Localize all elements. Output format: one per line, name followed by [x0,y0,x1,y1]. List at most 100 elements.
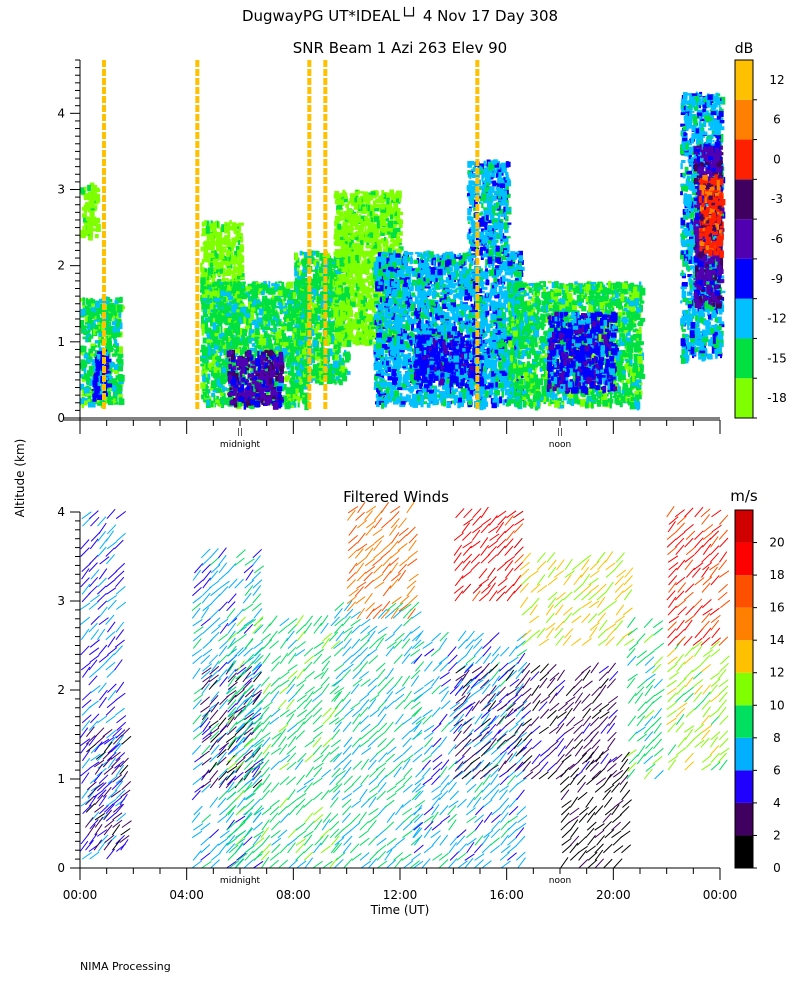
snr-pixel [97,370,100,376]
snr-pixel [251,282,256,286]
snr-pixel [266,395,271,401]
snr-pixel [264,295,268,304]
snr-pixel [344,315,350,318]
snr-pixel [227,280,232,284]
snr-pixel [209,336,214,342]
snr-pixel [312,299,315,303]
snr-pixel [339,374,343,378]
snr-pixel [217,279,222,283]
snr-pixel [94,312,100,320]
snr-pixel [258,387,265,394]
snr-pixel [345,203,349,208]
snr-pixel [263,281,267,285]
snr-pixel [272,335,277,341]
snr-pixel [234,401,238,408]
snr-pixel [380,207,387,213]
snr-pixel [472,377,476,386]
snr-pixel [334,191,340,195]
snr-pixel [297,400,300,408]
snr-pixel [341,304,346,311]
snr-pixel [209,297,213,301]
snr-pixel [225,337,229,345]
snr-pixel [371,191,376,196]
snr-pixel [248,373,255,378]
snr-pixel [205,395,210,399]
snr-pixel [116,319,120,328]
snr-pixel [219,397,223,405]
snr-pixel [456,309,459,317]
snr-pixel [325,335,330,343]
snr-pixel [294,277,301,284]
snr-pixel [316,323,320,331]
snr-pixel [305,365,308,370]
snr-pixel [259,334,266,342]
snr-pixel [106,313,112,319]
snr-pixel [336,287,342,293]
snr-pixel [351,251,354,260]
snr-pixel [202,356,206,364]
snr-pixel [382,320,386,326]
snr-pixel [393,211,397,217]
snr-pixel [307,336,313,340]
snr-pixel [87,336,91,343]
snr-pixel [213,366,218,373]
snr-pixel [397,232,403,236]
snr-pixel [226,222,231,227]
snr-pixel [375,204,381,208]
snr-pixel [465,388,471,393]
snr-pixel [221,248,227,253]
snr-pixel [259,342,263,350]
snr-pixel [201,294,208,298]
snr-pixel [88,401,94,408]
snr-pixel [212,372,218,375]
snr-pixel [312,364,319,371]
snr-pixel [214,230,217,236]
snr-pixel [360,224,364,232]
snr-pixel [293,328,297,333]
snr-pixel [313,325,316,329]
snr-pixel [242,392,247,398]
snr-pixel [212,274,217,279]
snr-pixel [95,224,101,232]
snr-pixel [333,265,336,269]
snr-pixel [300,370,304,373]
snr-pixel [338,371,341,375]
snr-pixel [80,308,86,316]
snr-pixel [239,383,242,386]
snr-pixel [249,316,255,320]
snr-pixel [254,378,261,384]
snr-pixel [237,275,241,280]
snr-pixel [212,258,218,265]
snr-pixel [236,377,240,382]
snr-pixel [286,366,290,370]
snr-pixel [242,377,245,381]
snr-pixel [261,383,266,388]
snr-pixel [352,319,359,324]
snr-pixel [94,340,99,344]
snr-pixel [252,281,259,285]
snr-pixel [380,231,385,236]
snr-pixel [92,228,96,232]
snr-pixel [207,353,214,360]
snr-pixel [289,343,295,348]
snr-pixel [112,401,119,405]
snr-pixel [290,377,297,381]
snr-pixel [231,245,235,251]
snr-pixel [341,360,346,363]
snr-pixel [252,291,259,298]
snr-pixel [346,249,349,257]
snr-pixel [118,323,122,328]
snr-pixel [367,325,374,330]
snr-pixel [304,284,309,292]
snr-pixel [237,334,241,339]
snr-pixel [91,359,97,362]
snr-pixel [302,394,305,398]
snr-pixel [264,362,269,369]
snr-pixel [97,307,101,315]
snr-pixel [235,245,240,252]
snr-pixel [307,325,311,333]
snr-pixel [312,369,318,374]
snr-pixel [253,361,257,364]
snr-pixel [373,216,380,222]
snr-pixel [366,338,372,346]
